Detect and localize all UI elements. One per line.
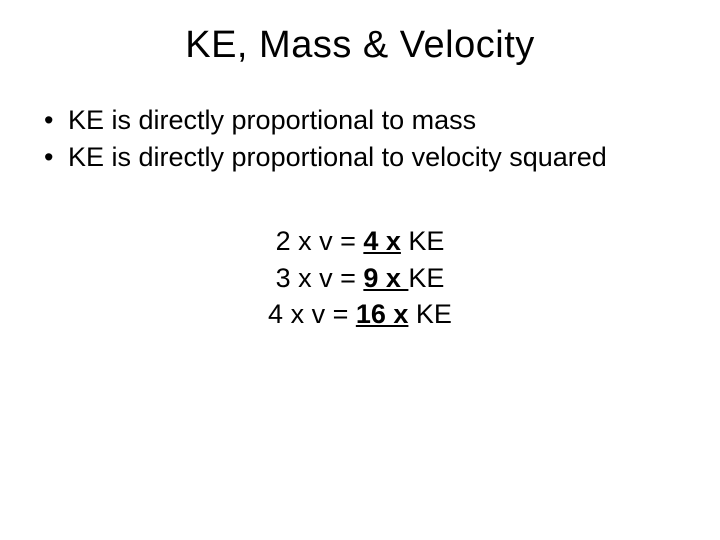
eq-left: 2 x v =	[276, 226, 364, 256]
eq-left: 3 x v =	[276, 263, 364, 293]
eq-mult: 4 x	[363, 226, 401, 256]
bullet-list: KE is directly proportional to mass KE i…	[40, 103, 680, 175]
bullet-item: KE is directly proportional to mass	[40, 103, 680, 138]
eq-left: 4 x v =	[268, 299, 356, 329]
eq-mult: 16 x	[356, 299, 409, 329]
equation-line: 4 x v = 16 x KE	[40, 296, 680, 332]
equation-block: 2 x v = 4 x KE 3 x v = 9 x KE 4 x v = 16…	[40, 223, 680, 332]
eq-right: KE	[401, 226, 445, 256]
eq-right: KE	[408, 299, 452, 329]
equation-line: 2 x v = 4 x KE	[40, 223, 680, 259]
eq-right: KE	[408, 263, 444, 293]
bullet-item: KE is directly proportional to velocity …	[40, 140, 680, 175]
equation-line: 3 x v = 9 x KE	[40, 260, 680, 296]
slide-title: KE, Mass & Velocity	[40, 24, 680, 67]
eq-mult: 9 x	[363, 263, 408, 293]
